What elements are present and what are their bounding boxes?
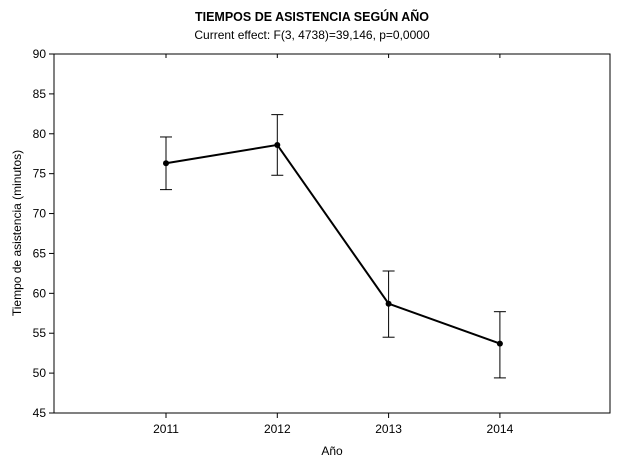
y-tick-label: 70 bbox=[33, 207, 47, 221]
y-tick-label: 60 bbox=[33, 286, 47, 300]
series-line bbox=[165, 143, 501, 345]
plot-frame bbox=[53, 53, 611, 414]
y-tick-label: 45 bbox=[33, 406, 47, 420]
series bbox=[160, 114, 506, 379]
y-tick-label: 50 bbox=[33, 366, 47, 380]
data-point bbox=[163, 160, 169, 167]
y-tick-label: 85 bbox=[33, 87, 47, 101]
chart-subtitle: Current effect: F(3, 4738)=39,146, p=0,0… bbox=[194, 28, 430, 42]
y-tick-label: 90 bbox=[33, 47, 47, 61]
chart-title: TIEMPOS DE ASISTENCIA SEGÚN AÑO bbox=[195, 9, 429, 24]
x-tick-label: 2013 bbox=[375, 422, 402, 436]
x-axis: 2011 2012 2013 2014 bbox=[153, 54, 514, 436]
y-tick-label: 75 bbox=[33, 167, 47, 181]
y-tick-label: 80 bbox=[33, 127, 47, 141]
y-tick-label: 65 bbox=[33, 246, 47, 260]
x-tick-label: 2011 bbox=[153, 422, 179, 436]
data-point bbox=[496, 340, 503, 347]
x-tick-label: 2014 bbox=[487, 422, 514, 436]
y-axis: 45 50 55 60 65 70 75 80 85 90 bbox=[33, 47, 54, 420]
data-point bbox=[385, 300, 392, 307]
y-axis-label: Tiempo de asistencia (minutos) bbox=[10, 150, 24, 316]
y-tick-label: 55 bbox=[33, 326, 47, 340]
x-axis-label: Año bbox=[321, 444, 343, 458]
data-point bbox=[274, 141, 281, 148]
x-tick-label: 2012 bbox=[264, 422, 291, 436]
